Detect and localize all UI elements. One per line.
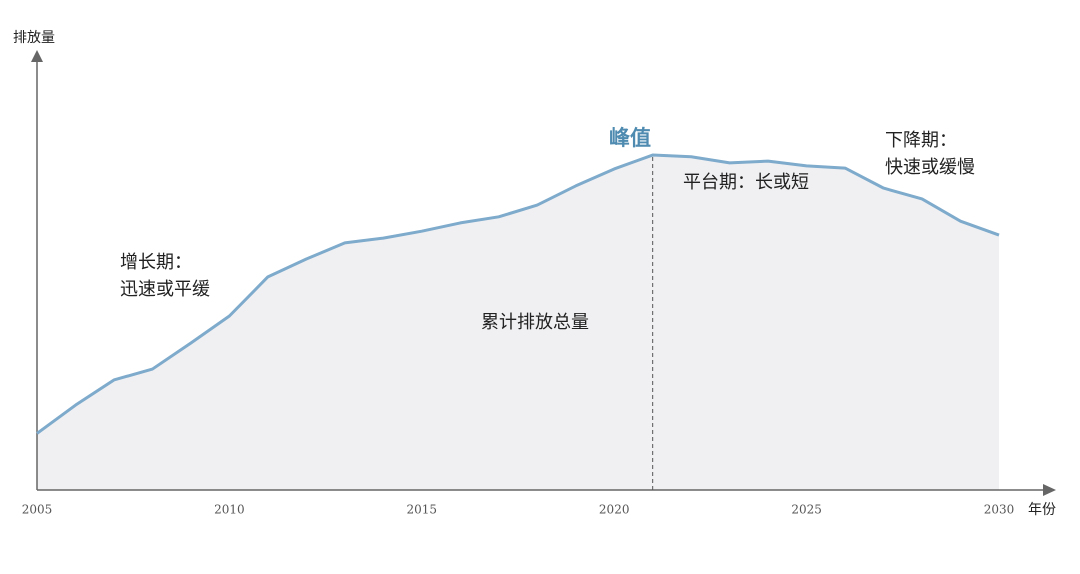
x-axis-arrow [1043, 484, 1056, 496]
series-line [36, 153, 1000, 435]
x-tick-label: 2015 [407, 503, 438, 517]
area-fill [37, 155, 999, 491]
y-axis-label: 排放量 [13, 30, 55, 46]
annotation: 平台期：长或短 [683, 172, 809, 193]
x-tick-label: 2025 [791, 503, 822, 517]
x-tick-label: 2030 [984, 503, 1015, 517]
annotation: 下降期： [885, 130, 957, 151]
annotation: 增长期： [120, 252, 192, 273]
x-tick-label: 2005 [22, 503, 53, 517]
annotation: 峰值 [609, 126, 651, 150]
y-axis-arrow [31, 50, 43, 62]
x-tick-label: 2020 [599, 503, 630, 517]
series-label: 累计排放总量 [481, 312, 589, 333]
x-axis-label: 年份 [1028, 502, 1056, 518]
annotation: 快速或缓慢 [885, 157, 975, 178]
annotation: 迅速或平缓 [120, 279, 210, 300]
x-tick-label: 2010 [214, 503, 245, 517]
